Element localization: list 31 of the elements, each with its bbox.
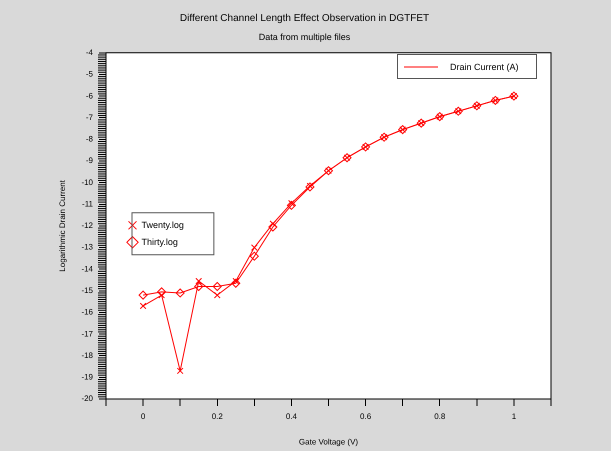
y-tick-label: -10 [81,178,94,187]
y-tick-label: -13 [81,242,94,252]
legend-label: Thirty.log [142,236,178,247]
x-tick-label: 0.4 [286,412,298,422]
y-tick-label: -7 [86,112,94,122]
chart-subtitle: Data from multiple files [258,32,351,42]
x-tick-label: 0.2 [212,412,224,422]
y-tick-label: -4 [86,48,94,58]
note-box: Drain Current (A) [397,54,537,79]
y-tick-label: -12 [81,221,94,230]
y-tick-label: -19 [81,372,94,382]
annotation: Drain Current (A) [450,62,519,72]
y-tick-label: -16 [81,308,94,317]
x-tick-label: 0.6 [360,412,372,422]
x-tick-label: 0 [140,412,146,422]
y-tick-label: -17 [81,329,94,338]
y-tick-label: -8 [86,134,94,144]
y-tick-label: -5 [86,70,94,79]
legend-label: Twenty.log [142,220,184,230]
y-tick-label: -14 [81,264,94,274]
y-tick-label: -20 [81,394,94,404]
x-tick-label: 1 [512,412,517,422]
y-tick-label: -15 [81,286,94,296]
y-tick-label: -9 [86,156,94,166]
y-tick-label: -6 [86,91,94,100]
y-tick-label: -18 [81,350,94,360]
y-tick-label: -11 [82,199,94,208]
chart-title: Different Channel Length Effect Observation in DGTFET [180,12,430,24]
y-axis-title: Logarithmic Drain Current [58,179,68,272]
x-tick-label: 0.8 [434,412,446,422]
x-axis-title: Gate Voltage (V) [298,437,358,446]
